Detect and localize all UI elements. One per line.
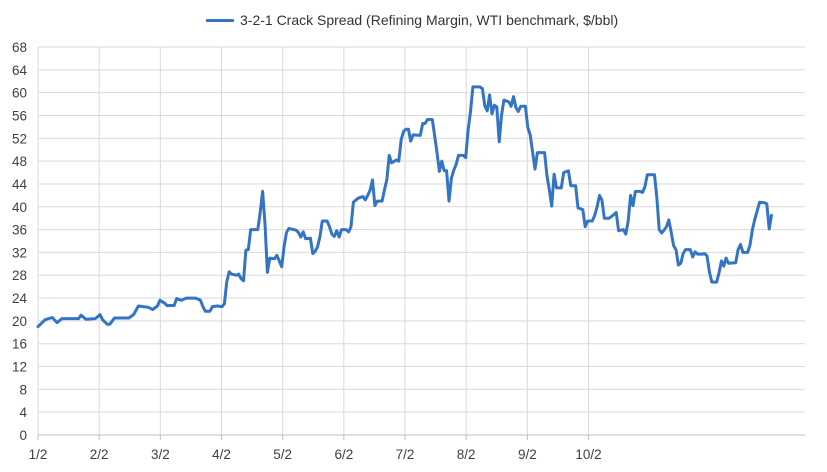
x-tick-label: 5/2	[273, 447, 292, 462]
x-tick-label: 8/2	[457, 447, 476, 462]
x-axis-tick-labels: 1/2 2/2 3/2 4/2 5/2 6/2 7/2 8/2 9/2 10/2	[29, 447, 602, 462]
series-line	[36, 85, 773, 329]
x-tick-label: 9/2	[518, 447, 537, 462]
axes	[37, 434, 805, 440]
y-tick-label: 60	[12, 86, 27, 101]
y-tick-label: 44	[12, 177, 28, 192]
y-tick-label: 24	[12, 291, 28, 306]
y-tick-label: 36	[12, 223, 27, 238]
y-tick-label: 68	[12, 40, 27, 55]
x-tick-label: 6/2	[334, 447, 353, 462]
y-tick-label: 32	[12, 245, 27, 260]
y-tick-label: 56	[12, 108, 27, 123]
series-group	[36, 85, 773, 329]
legend-swatch	[206, 18, 234, 22]
x-tick-label: 2/2	[90, 447, 109, 462]
chart-legend: 3-2-1 Crack Spread (Refining Margin, WTI…	[206, 10, 618, 30]
y-tick-label: 16	[12, 337, 27, 352]
x-tick-label: 3/2	[151, 447, 170, 462]
y-tick-label: 0	[19, 428, 27, 443]
y-tick-label: 64	[12, 63, 28, 78]
y-tick-label: 12	[12, 360, 27, 375]
x-tick-label: 7/2	[396, 447, 415, 462]
x-tick-label: 4/2	[212, 447, 231, 462]
legend-label: 3-2-1 Crack Spread (Refining Margin, WTI…	[240, 12, 619, 28]
y-tick-label: 20	[12, 314, 27, 329]
gridlines	[37, 46, 805, 435]
y-tick-label: 48	[12, 154, 27, 169]
x-tick-label: 1/2	[29, 447, 48, 462]
y-tick-label: 4	[19, 405, 27, 420]
y-tick-label: 52	[12, 131, 27, 146]
y-tick-label: 8	[19, 382, 27, 397]
y-tick-label: 40	[12, 200, 27, 215]
y-tick-label: 28	[12, 268, 27, 283]
x-tick-label: 10/2	[575, 447, 601, 462]
